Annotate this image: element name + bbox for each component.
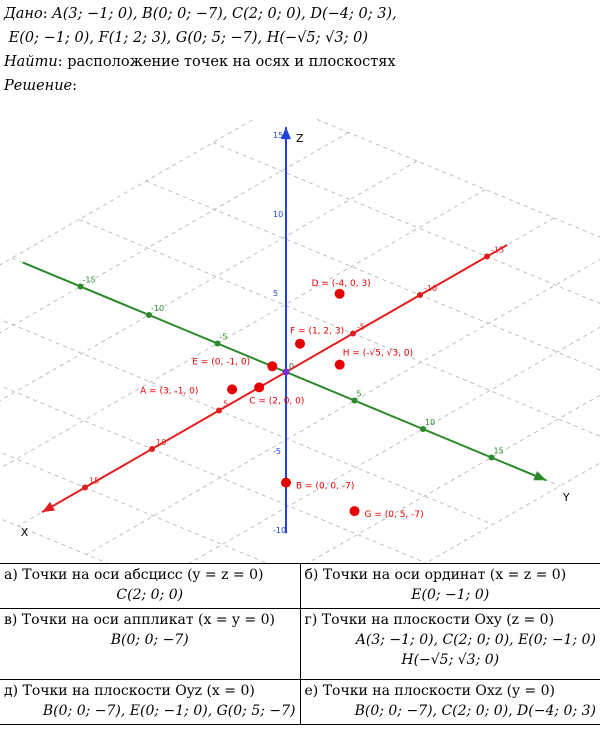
solution-line: Решение: xyxy=(4,78,78,94)
y-tick-label: -5 xyxy=(220,333,228,342)
x-tick-label: -15 xyxy=(491,246,504,255)
x-axis-line xyxy=(41,244,508,514)
answer-e: е) Точки на плоскости Oxz (y = 0) B(0; 0… xyxy=(299,679,600,725)
point-c-label: C = (2, 0, 0) xyxy=(249,396,304,406)
given-line-1: Дано: A(3; −1; 0), B(0; 0; −7), C(2; 0; … xyxy=(4,6,397,22)
find-line: Найти: расположение точек на осях и плос… xyxy=(4,54,396,70)
grid-line xyxy=(145,180,600,371)
x-tick-dot xyxy=(484,253,490,260)
answer-v: в) Точки на оси аппликат (x = y = 0) B(0… xyxy=(0,608,301,680)
given-line-2: E(0; −1; 0), F(1; 2; 3), G(0; 5; −7), H(… xyxy=(4,26,596,50)
z-tick-label: 10 xyxy=(273,210,283,219)
answers-table: а) Точки на оси абсцисс (y = z = 0) C(2;… xyxy=(0,563,600,725)
point-h xyxy=(334,359,345,370)
point-g-label: G = (0, 5, -7) xyxy=(365,510,424,520)
answer-g-title: г) Точки на плоскости Oxy (z = 0) xyxy=(304,612,555,628)
x-tick-label: -5 xyxy=(357,323,365,332)
ticks: 5 10 15 -5 -10 -15 5 10 15 -5 -10 -15 5 10 15 -5 -10 0 xyxy=(77,131,504,535)
answer-v-line: B(0; 0; −7) xyxy=(110,632,189,648)
x-tick-dot xyxy=(350,330,356,337)
z-tick-label: -10 xyxy=(273,526,286,535)
y-tick-dot xyxy=(77,283,84,290)
answer-a-title: а) Точки на оси абсцисс (y = z = 0) xyxy=(4,567,264,583)
origin-dot xyxy=(282,368,290,376)
y-tick-label: -10 xyxy=(151,304,164,313)
point-f xyxy=(295,338,305,349)
x-tick-dot xyxy=(149,446,155,452)
y-tick-label: 5 xyxy=(357,390,362,399)
y-tick-dot xyxy=(420,426,426,432)
y-tick-dot xyxy=(214,340,221,347)
answer-g: г) Точки на плоскости Oxy (z = 0) A(3; −… xyxy=(299,608,600,680)
problem-statement: Дано: A(3; −1; 0), B(0; 0; −7), C(2; 0; … xyxy=(4,2,596,98)
answer-v-title: в) Точки на оси аппликат (x = y = 0) xyxy=(4,612,275,628)
y-axis-name: Y xyxy=(562,491,570,504)
y-tick-dot xyxy=(488,454,495,461)
point-e xyxy=(267,361,278,372)
given-label: Дано xyxy=(4,6,43,22)
x-tick-label: 5 xyxy=(223,400,228,409)
z-tick-label: 5 xyxy=(273,289,278,298)
grid-line xyxy=(0,318,494,525)
x-tick-dot xyxy=(82,484,88,491)
point-e-label: E = (0, -1, 0) xyxy=(192,357,250,367)
answer-a: а) Точки на оси абсцисс (y = z = 0) C(2;… xyxy=(0,563,301,609)
y-axis-arrow xyxy=(533,471,547,481)
z-tick-label: -5 xyxy=(273,447,281,456)
answer-g-line-1: A(3; −1; 0), C(2; 0; 0), E(0; −1; 0) xyxy=(355,632,596,648)
grid-line xyxy=(0,189,486,469)
given-points-2: E(0; −1; 0), F(1; 2; 3), G(0; 5; −7), H(… xyxy=(8,30,368,46)
answer-a-line: C(2; 0; 0) xyxy=(116,587,184,603)
answer-d: д) Точки на плоскости Oyz (x = 0) B(0; 0… xyxy=(0,679,301,725)
point-c xyxy=(254,382,265,393)
grid-line xyxy=(0,385,427,563)
point-f-label: F = (1, 2, 3) xyxy=(290,327,344,337)
grid-line xyxy=(0,518,108,563)
answer-b-title: б) Точки на оси ординат (x = z = 0) xyxy=(304,567,567,583)
y-tick-label: 10 xyxy=(425,418,435,427)
y-tick-label: -15 xyxy=(83,276,96,285)
z-axis-name: Z xyxy=(296,132,304,145)
z-axis-arrow xyxy=(281,127,291,140)
x-tick-dot xyxy=(216,407,222,414)
grid-line xyxy=(189,326,600,563)
y-tick-label: 15 xyxy=(494,447,504,456)
point-d-label: D = (-4, 0, 3) xyxy=(312,279,371,289)
x-axis-arrow xyxy=(42,501,56,513)
find-text: расположение точек на осях и плоскостях xyxy=(67,54,396,70)
grid-line xyxy=(0,118,257,266)
grid-line xyxy=(312,118,600,238)
coordinate-graph: X Y Z 5 10 15 -5 -10 -15 5 10 15 -5 -10 -15 5 10 15 -5 -10… xyxy=(0,118,600,563)
grid-line xyxy=(86,258,600,555)
point-a-label: A = (3, -1, 0) xyxy=(140,386,198,396)
answer-b-line: E(0; −1; 0) xyxy=(411,587,490,603)
x-tick-label: 15 xyxy=(89,477,99,486)
x-tick-label: -10 xyxy=(424,284,437,293)
point-d xyxy=(334,288,345,299)
point-b-label: B = (0, 0, -7) xyxy=(296,482,354,492)
y-tick-dot xyxy=(146,312,152,318)
origin-label: 0 xyxy=(289,362,294,371)
point-a xyxy=(227,384,238,395)
x-axis-name: X xyxy=(21,526,29,539)
given-points-1: A(3; −1; 0), B(0; 0; −7), C(2; 0; 0), D(… xyxy=(52,6,397,22)
point-b xyxy=(281,477,291,488)
grid-line xyxy=(0,451,268,563)
find-label: Найти xyxy=(4,54,58,70)
y-tick-dot xyxy=(351,397,358,404)
answer-e-title: е) Точки на плоскости Oxz (y = 0) xyxy=(304,683,556,699)
point-g xyxy=(349,506,360,517)
solution-label: Решение xyxy=(4,78,73,94)
answer-g-line-2: H(−√5; √3; 0) xyxy=(401,652,500,668)
points: A = (3, -1, 0) B = (0, 0, -7) C = (2, 0, 0… xyxy=(140,279,424,520)
x-tick-label: 10 xyxy=(156,438,166,447)
point-h-label: H = (-√5, √3, 0) xyxy=(343,348,413,359)
answer-e-line: B(0; 0; −7), C(2; 0; 0), D(−4; 0; 3) xyxy=(354,703,596,719)
answer-d-line: B(0; 0; −7), E(0; −1; 0), G(0; 5; −7) xyxy=(42,703,296,719)
grid-line xyxy=(307,394,600,563)
answer-d-title: д) Точки на плоскости Oyz (x = 0) xyxy=(4,683,255,699)
x-tick-dot xyxy=(417,292,423,298)
z-tick-label: 15 xyxy=(273,131,283,140)
answer-b: б) Точки на оси ординат (x = z = 0) E(0;… xyxy=(299,563,600,609)
